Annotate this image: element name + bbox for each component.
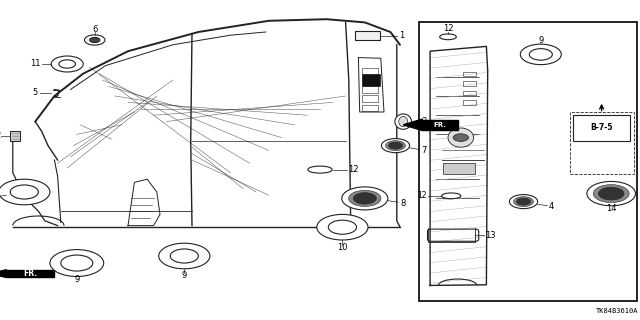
Circle shape bbox=[84, 35, 105, 45]
Bar bbox=[6, 270, 54, 277]
Text: FR.: FR. bbox=[434, 122, 447, 128]
Circle shape bbox=[10, 185, 38, 199]
Circle shape bbox=[516, 198, 531, 205]
Text: 7: 7 bbox=[421, 146, 426, 155]
Text: 3: 3 bbox=[421, 117, 426, 126]
Bar bbox=[362, 105, 378, 111]
Circle shape bbox=[51, 56, 83, 72]
Bar bbox=[362, 86, 378, 92]
Bar bbox=[362, 95, 378, 102]
Circle shape bbox=[61, 255, 93, 271]
Circle shape bbox=[342, 187, 388, 210]
Text: TK84B3610A: TK84B3610A bbox=[596, 308, 639, 314]
Text: 1: 1 bbox=[399, 31, 404, 40]
Ellipse shape bbox=[448, 128, 474, 147]
Bar bbox=[362, 74, 380, 86]
Text: 11: 11 bbox=[30, 60, 40, 68]
Circle shape bbox=[328, 220, 356, 234]
Circle shape bbox=[598, 187, 624, 200]
Bar bbox=[573, 115, 630, 141]
Circle shape bbox=[381, 139, 410, 153]
Circle shape bbox=[50, 250, 104, 276]
Bar bbox=[422, 120, 458, 130]
Text: 4: 4 bbox=[549, 202, 554, 211]
Ellipse shape bbox=[399, 116, 408, 127]
Text: 12: 12 bbox=[418, 191, 427, 200]
Text: 9: 9 bbox=[74, 275, 79, 284]
Bar bbox=[443, 163, 475, 174]
Ellipse shape bbox=[395, 114, 412, 129]
Bar bbox=[463, 72, 476, 76]
Ellipse shape bbox=[440, 34, 456, 40]
Circle shape bbox=[514, 197, 533, 206]
Bar bbox=[570, 112, 634, 174]
Text: 9: 9 bbox=[538, 36, 543, 45]
Circle shape bbox=[587, 181, 636, 206]
Circle shape bbox=[509, 195, 538, 209]
Circle shape bbox=[317, 214, 368, 240]
Ellipse shape bbox=[308, 166, 332, 173]
Bar bbox=[10, 131, 20, 141]
Text: 12: 12 bbox=[443, 24, 453, 33]
Text: FR.: FR. bbox=[24, 269, 38, 278]
Ellipse shape bbox=[442, 193, 461, 199]
Bar bbox=[463, 81, 476, 86]
Text: 8: 8 bbox=[401, 199, 406, 208]
Circle shape bbox=[520, 44, 561, 65]
Text: 12: 12 bbox=[348, 165, 358, 174]
Circle shape bbox=[529, 49, 552, 60]
Circle shape bbox=[59, 60, 76, 68]
Circle shape bbox=[388, 142, 403, 149]
Text: 13: 13 bbox=[485, 231, 495, 240]
Circle shape bbox=[349, 190, 381, 206]
Text: 9: 9 bbox=[182, 271, 187, 280]
Text: 10: 10 bbox=[337, 243, 348, 252]
Text: 14: 14 bbox=[606, 204, 616, 213]
Bar bbox=[463, 100, 476, 105]
Text: B-7-5: B-7-5 bbox=[590, 124, 613, 132]
Bar bbox=[355, 31, 380, 40]
Bar bbox=[463, 91, 476, 95]
Polygon shape bbox=[0, 270, 6, 277]
Polygon shape bbox=[403, 119, 422, 131]
Circle shape bbox=[386, 141, 405, 150]
Text: 6: 6 bbox=[92, 25, 97, 34]
Circle shape bbox=[170, 249, 198, 263]
Circle shape bbox=[353, 193, 376, 204]
Circle shape bbox=[0, 179, 50, 205]
Bar bbox=[362, 68, 378, 74]
Bar bbox=[362, 77, 378, 84]
Text: 2: 2 bbox=[0, 131, 1, 140]
Bar bbox=[419, 22, 637, 301]
Circle shape bbox=[159, 243, 210, 269]
Circle shape bbox=[593, 185, 629, 203]
Circle shape bbox=[453, 134, 468, 141]
Circle shape bbox=[90, 37, 100, 43]
Text: 5: 5 bbox=[32, 88, 37, 97]
